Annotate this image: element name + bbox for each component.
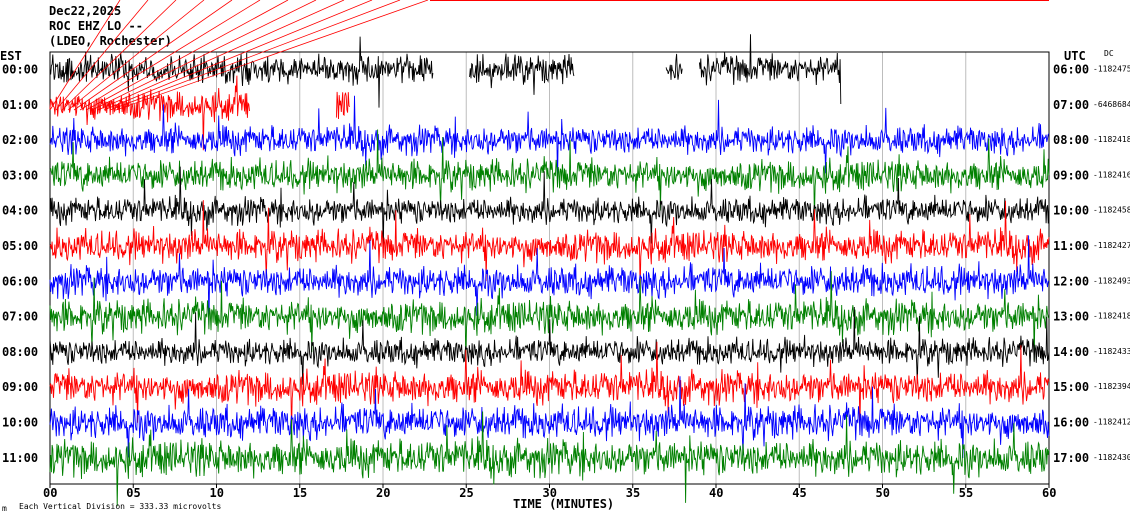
x-tick-label: 15 bbox=[293, 486, 307, 500]
utc-hour-label: 15:00 bbox=[1053, 380, 1089, 394]
seismic-trace bbox=[49, 376, 1050, 459]
utc-hour-labels: 06:00 -1182475 07:00 -6468684 08:00 -1182418 0… bbox=[1053, 63, 1130, 465]
calibration-line bbox=[73, 0, 233, 111]
x-tick-label: 50 bbox=[876, 486, 890, 500]
utc-hour-label: 13:00 bbox=[1053, 310, 1089, 324]
x-tick-label: 20 bbox=[376, 486, 390, 500]
utc-hour-label: 17:00 bbox=[1053, 451, 1089, 465]
seismic-trace bbox=[49, 200, 1050, 293]
calibration-line bbox=[109, 0, 401, 111]
utc-hour-label: 08:00 bbox=[1053, 133, 1089, 147]
trace-offset-label: -1182412 bbox=[1093, 418, 1130, 427]
network-label: (LDEO, Rochester) bbox=[49, 34, 172, 48]
calibration-line bbox=[79, 0, 261, 111]
trace-offset-label: -1182427 bbox=[1093, 241, 1130, 250]
seismic-trace bbox=[49, 411, 1050, 507]
utc-hour-label: 11:00 bbox=[1053, 239, 1089, 253]
calibration-line bbox=[67, 0, 205, 111]
utc-hour-label: 09:00 bbox=[1053, 168, 1089, 182]
est-hour-label: 03:00 bbox=[2, 168, 38, 182]
x-tick-label: 60 bbox=[1042, 486, 1056, 500]
est-hour-label: 10:00 bbox=[2, 416, 38, 430]
est-hour-label: 09:00 bbox=[2, 380, 38, 394]
seismic-trace bbox=[335, 91, 351, 120]
est-hour-labels: 00:00 01:00 02:00 03:00 04:00 05:00 06:00 07:00… bbox=[2, 63, 38, 465]
est-hour-label: 11:00 bbox=[2, 451, 38, 465]
est-hour-label: 04:00 bbox=[2, 204, 38, 218]
utc-hour-label: 07:00 bbox=[1053, 98, 1089, 112]
calibration-overlay bbox=[49, 0, 1049, 111]
station-label: ROC EHZ LO -- bbox=[49, 19, 143, 33]
seismic-trace bbox=[49, 75, 250, 151]
utc-hour-label: 14:00 bbox=[1053, 345, 1089, 359]
seismic-trace bbox=[469, 53, 575, 95]
x-tick-label: 40 bbox=[709, 486, 723, 500]
corner-mark: m bbox=[2, 504, 7, 513]
seismic-trace bbox=[49, 166, 1050, 254]
calibration-line bbox=[61, 0, 177, 111]
calibration-line bbox=[85, 0, 289, 111]
est-hour-label: 02:00 bbox=[2, 133, 38, 147]
seismic-trace bbox=[49, 235, 1050, 326]
trace-offset-label: -6468684 bbox=[1093, 100, 1130, 109]
x-tick-label: 10 bbox=[210, 486, 224, 500]
x-tick-label: 30 bbox=[543, 486, 557, 500]
seismic-trace bbox=[665, 53, 683, 80]
calibration-line bbox=[49, 0, 121, 111]
est-hour-label: 06:00 bbox=[2, 274, 38, 288]
seismic-trace bbox=[698, 34, 842, 105]
utc-hour-label: 16:00 bbox=[1053, 416, 1089, 430]
calibration-line bbox=[91, 0, 317, 111]
trace-offset-label: -1182475 bbox=[1093, 65, 1130, 74]
seismic-trace bbox=[49, 36, 434, 108]
calibration-line bbox=[103, 0, 373, 111]
date-label: Dec22,2025 bbox=[49, 4, 121, 18]
trace-offset-label: -1182394 bbox=[1093, 382, 1130, 391]
seismic-trace bbox=[49, 95, 1050, 183]
trace-offset-label: -1182418 bbox=[1093, 312, 1130, 321]
est-hour-label: 05:00 bbox=[2, 239, 38, 253]
x-tick-label: 25 bbox=[459, 486, 473, 500]
trace-offset-label: -1182430 bbox=[1093, 453, 1130, 462]
calibration-line bbox=[115, 0, 429, 111]
x-tick-label: 35 bbox=[626, 486, 640, 500]
x-tick-label: 05 bbox=[126, 486, 140, 500]
scale-note: Each Vertical Division = 333.33 microvol… bbox=[19, 502, 221, 511]
est-hour-label: 00:00 bbox=[2, 63, 38, 77]
trace-layer bbox=[49, 34, 1050, 507]
right-timezone-label: UTC bbox=[1064, 49, 1086, 63]
calibration-line bbox=[55, 0, 149, 111]
utc-hour-label: 10:00 bbox=[1053, 204, 1089, 218]
left-timezone-label: EST bbox=[0, 49, 22, 63]
trace-offset-label: -1182458 bbox=[1093, 206, 1130, 215]
seismic-trace bbox=[49, 341, 1050, 435]
x-tick-label: 45 bbox=[792, 486, 806, 500]
utc-hour-label: 06:00 bbox=[1053, 63, 1089, 77]
x-axis-title: TIME (MINUTES) bbox=[513, 497, 614, 511]
est-hour-label: 01:00 bbox=[2, 98, 38, 112]
seismic-trace bbox=[49, 271, 1050, 364]
seismic-trace bbox=[49, 306, 1050, 385]
est-hour-label: 07:00 bbox=[2, 310, 38, 324]
trace-offset-label: -1182416 bbox=[1093, 170, 1130, 179]
seismic-trace bbox=[49, 129, 1050, 222]
dc-label: DC bbox=[1104, 49, 1114, 58]
trace-offset-label: -1182493 bbox=[1093, 276, 1130, 285]
trace-offset-label: -1182418 bbox=[1093, 135, 1130, 144]
trace-offset-label: -1182433 bbox=[1093, 347, 1130, 356]
calibration-line bbox=[97, 0, 345, 111]
x-tick-label: 00 bbox=[43, 486, 57, 500]
est-hour-label: 08:00 bbox=[2, 345, 38, 359]
x-tick-label: 55 bbox=[959, 486, 973, 500]
x-axis: 00 05 10 15 20 25 30 35 40 45 50 55 60 bbox=[43, 484, 1056, 500]
utc-hour-label: 12:00 bbox=[1053, 274, 1089, 288]
